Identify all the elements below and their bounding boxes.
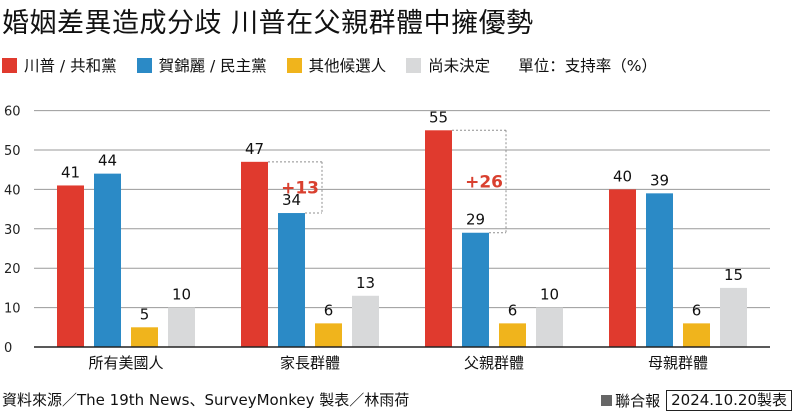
data-label: 10 [540, 286, 559, 304]
data-label: 44 [98, 152, 117, 170]
legend-label-harris: 賀錦麗 / 民主黨 [158, 57, 267, 75]
bar [425, 130, 452, 347]
y-tick-label: 30 [4, 223, 21, 238]
data-label: 55 [429, 108, 448, 126]
y-tick-label: 0 [4, 341, 12, 356]
x-category-label: 家長群體 [280, 354, 340, 372]
bar [168, 307, 195, 347]
bar [94, 173, 121, 347]
data-label: 10 [172, 286, 191, 304]
bar [131, 327, 158, 347]
gap-annotation: +13 [281, 178, 319, 198]
bar [646, 193, 673, 347]
data-label: 5 [140, 305, 150, 323]
unit-label: 單位：支持率（%） [518, 57, 657, 75]
x-category-label: 所有美國人 [88, 354, 163, 372]
publisher-name: 聯合報 [615, 392, 661, 410]
bar [352, 295, 379, 347]
bar [536, 307, 563, 347]
data-label: 6 [324, 301, 334, 319]
bar [315, 323, 342, 347]
publisher-info: 聯合報 2024.10.20製表 [601, 390, 792, 411]
bar [720, 287, 747, 347]
legend-swatch-undecided [406, 57, 422, 73]
x-category-label: 父親群體 [464, 354, 524, 372]
data-label: 6 [508, 301, 518, 319]
date-stamp: 2024.10.20製表 [666, 390, 792, 411]
legend-item-undecided: 尚未決定 [406, 54, 490, 76]
y-tick-label: 40 [4, 183, 21, 198]
legend-item-trump: 川普 / 共和黨 [2, 54, 117, 76]
bar [499, 323, 526, 347]
data-label: 47 [245, 140, 264, 158]
data-label: 15 [724, 266, 743, 284]
data-label: 34 [282, 191, 301, 209]
bar-chart: 0 10 20 30 40 50 60 41 47 55 40 44 34 29 39 5 6 6 6 10 13 10 1… [4, 105, 770, 372]
y-tick-label: 50 [4, 144, 21, 159]
legend-swatch-other [286, 57, 302, 73]
legend-label-other: 其他候選人 [308, 57, 387, 75]
legend-label-undecided: 尚未決定 [428, 57, 491, 75]
chart-legend: 川普 / 共和黨 賀錦麗 / 民主黨 其他候選人 尚未決定 單位：支持率（%） [2, 54, 657, 76]
data-label: 40 [613, 167, 632, 185]
bar [278, 213, 305, 347]
legend-label-trump: 川普 / 共和黨 [24, 57, 117, 75]
y-tick-label: 60 [4, 105, 21, 120]
y-tick-label: 20 [4, 262, 21, 277]
gap-annotation: +26 [465, 173, 503, 193]
legend-item-other: 其他候選人 [286, 54, 387, 76]
bar [462, 232, 489, 347]
data-label: 6 [692, 301, 702, 319]
source-credit: 資料來源／The 19th News、SurveyMonkey 製表／林雨荷 [2, 391, 410, 409]
x-category-label: 母親群體 [648, 354, 708, 372]
legend-swatch-trump [2, 57, 17, 73]
legend-item-harris: 賀錦麗 / 民主黨 [136, 54, 267, 76]
bar [683, 323, 710, 347]
data-label: 29 [466, 211, 485, 229]
y-tick-label: 10 [4, 302, 21, 317]
bar [241, 161, 268, 347]
legend-swatch-harris [136, 57, 152, 73]
bar [57, 185, 84, 347]
data-label: 13 [356, 274, 375, 292]
data-label: 39 [650, 171, 669, 189]
publisher-logo-icon [601, 395, 613, 406]
chart-title: 婚姻差異造成分歧 川普在父親群體中擁優勢 [2, 8, 534, 39]
data-label: 41 [61, 163, 80, 181]
bar [609, 189, 636, 347]
